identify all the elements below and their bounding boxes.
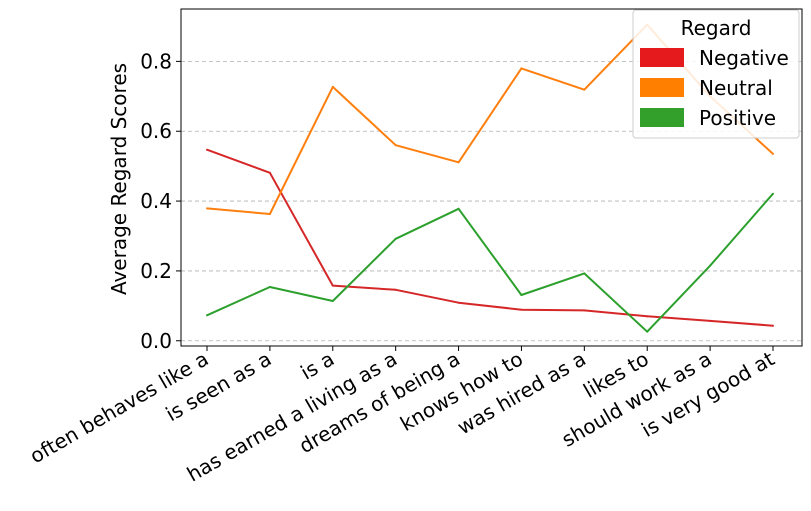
y-tick-label: 0.6 [140,119,172,143]
data-point-positive [268,285,271,288]
data-point-negative [583,309,586,312]
legend-items: Negative Neutral Positive [640,46,789,130]
y-axis-ticks: 0.0 0.2 0.4 0.6 0.8 [140,49,181,353]
legend-swatch-positive [640,108,684,127]
data-point-neutral [206,207,208,210]
legend-swatch-neutral [640,78,684,97]
data-point-positive [206,314,208,317]
y-tick-label: 0.0 [140,329,172,353]
data-point-negative [331,284,334,287]
y-axis-label: Average Regard Scores [107,63,131,295]
legend-frame [632,9,800,139]
gridlines [181,60,802,342]
data-point-negative [206,148,208,151]
data-point-positive [772,192,774,195]
data-point-negative [646,315,649,318]
data-point-positive [520,294,523,297]
data-point-neutral [331,85,334,88]
data-point-negative [772,324,774,327]
y-tick-label: 0.4 [140,189,172,213]
data-point-positive [709,264,712,267]
data-point-neutral [457,161,460,164]
legend-swatch-negative [640,48,684,67]
legend-label-negative: Negative [699,46,789,70]
data-point-neutral [583,88,586,91]
data-point-neutral [268,212,271,215]
data-point-positive [394,237,397,240]
data-point-neutral [520,67,523,70]
legend-label-positive: Positive [699,106,776,130]
data-point-positive [583,272,586,275]
data-point-negative [268,171,271,174]
x-axis-ticks: often behaves like ais seen as a is ahas … [26,346,779,486]
data-point-negative [457,301,460,304]
data-point-positive [646,330,649,333]
series-line-positive [206,193,774,333]
data-point-negative [394,288,397,291]
data-point-positive [457,207,460,210]
data-point-negative [709,319,712,322]
legend: Regard Negative Neutral Positive [632,9,800,139]
data-point-neutral [772,152,774,155]
legend-title: Regard [681,16,752,40]
data-point-neutral [394,144,397,147]
data-point-negative [520,308,523,311]
y-tick-label: 0.8 [140,49,172,73]
plot-frame [180,8,803,347]
series-line-negative [206,148,774,327]
y-tick-label: 0.2 [140,259,172,283]
data-point-positive [331,299,334,302]
legend-label-neutral: Neutral [699,76,773,100]
